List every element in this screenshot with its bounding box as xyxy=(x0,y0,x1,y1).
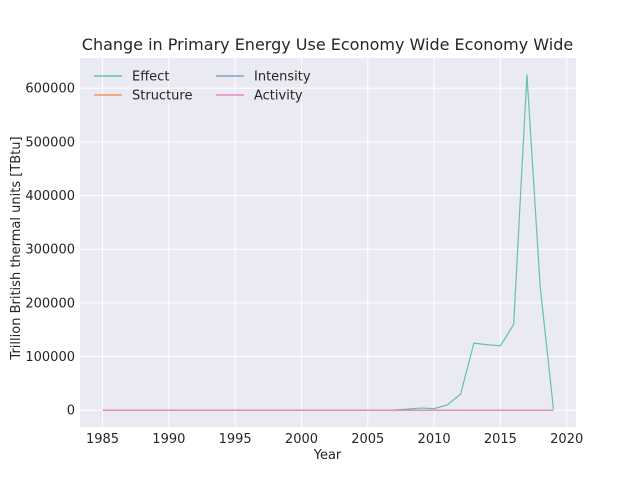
x-tick-label: 2010 xyxy=(418,432,451,447)
x-tick-label: 1985 xyxy=(86,432,119,447)
y-tick-label: 200000 xyxy=(25,296,75,311)
y-axis-ticks: 0 100000 200000 300000 400000 500000 600000 xyxy=(25,82,75,419)
chart-title: Change in Primary Energy Use Economy Wid… xyxy=(82,35,573,54)
series-lines xyxy=(102,74,555,411)
x-axis-ticks: 1985 1990 1995 2000 2005 2010 2015 2020 xyxy=(86,432,583,447)
legend-item-effect: Effect xyxy=(94,70,169,85)
grid xyxy=(80,58,576,427)
x-tick-label: 2020 xyxy=(550,432,583,447)
legend-label: Effect xyxy=(132,70,169,85)
legend-item-activity: Activity xyxy=(216,89,303,104)
legend-label: Activity xyxy=(254,89,303,104)
plot-area xyxy=(80,58,576,427)
x-tick-label: 1995 xyxy=(219,432,252,447)
legend-label: Intensity xyxy=(254,70,311,85)
legend-item-intensity: Intensity xyxy=(216,70,311,85)
legend-label: Structure xyxy=(132,89,192,104)
y-tick-label: 400000 xyxy=(25,189,75,204)
y-axis-label: Trillion British thermal units [TBtu] xyxy=(9,136,24,360)
y-tick-label: 600000 xyxy=(25,82,75,97)
x-tick-label: 1990 xyxy=(152,432,185,447)
x-tick-label: 2015 xyxy=(484,432,517,447)
y-tick-label: 0 xyxy=(67,404,75,419)
x-axis-label: Year xyxy=(313,448,342,463)
x-tick-label: 2005 xyxy=(351,432,384,447)
x-tick-label: 2000 xyxy=(285,432,318,447)
legend-item-structure: Structure xyxy=(94,89,192,104)
y-tick-label: 300000 xyxy=(25,243,75,258)
y-tick-label: 100000 xyxy=(25,350,75,365)
legend: Effect Structure Intensity Activity xyxy=(94,70,311,104)
y-tick-label: 500000 xyxy=(25,135,75,150)
